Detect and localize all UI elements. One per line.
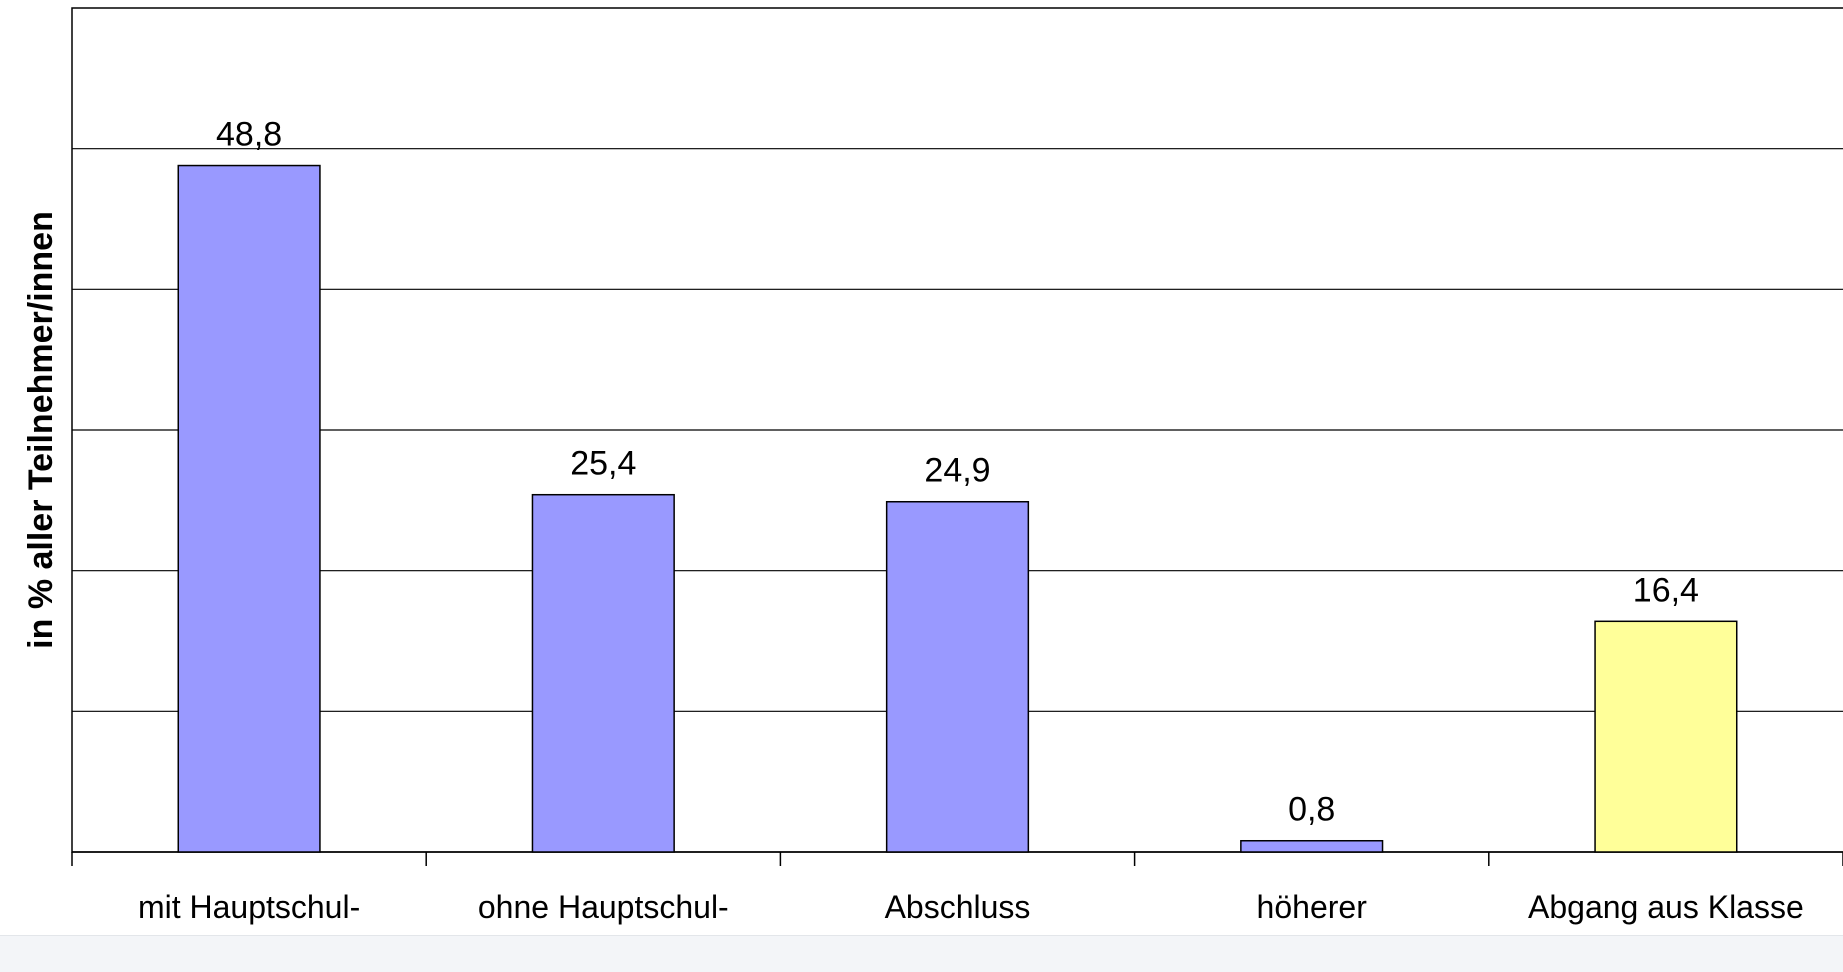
category-label: Abgang aus Klasse (1528, 889, 1804, 925)
y-axis-title: in % aller Teilnehmer/innen (22, 211, 60, 649)
category-label: Abschluss (885, 889, 1031, 925)
bar (1240, 839, 1384, 853)
bars (177, 164, 1738, 853)
gridlines (72, 148, 1843, 712)
bar (885, 500, 1030, 853)
data-label: 16,4 (1633, 571, 1699, 609)
category-label: höherer (1257, 889, 1368, 925)
bar (177, 164, 321, 853)
bar (1594, 620, 1738, 853)
window-bottom-strip (0, 935, 1843, 972)
data-label: 0,8 (1288, 791, 1335, 829)
category-label: mit Hauptschul- (138, 889, 360, 925)
bar (531, 493, 675, 853)
data-label: 48,8 (216, 116, 282, 154)
x-axis (71, 851, 1843, 866)
category-label: ohne Hauptschul- (478, 889, 729, 925)
data-labels: 48,8 25,4 24,9 0,8 16,4 (216, 116, 1699, 829)
data-label: 24,9 (924, 452, 990, 490)
data-label: 25,4 (570, 445, 636, 483)
